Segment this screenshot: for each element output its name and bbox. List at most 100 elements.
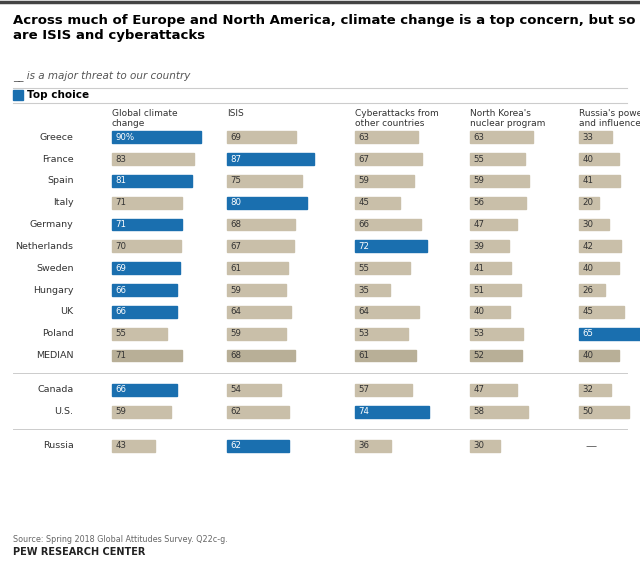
Text: 40: 40 — [582, 351, 593, 360]
Text: 55: 55 — [358, 264, 369, 273]
Text: France: France — [42, 155, 74, 163]
Text: 81: 81 — [115, 176, 126, 185]
FancyBboxPatch shape — [579, 153, 619, 165]
Text: 87: 87 — [230, 155, 241, 163]
FancyBboxPatch shape — [470, 306, 510, 318]
FancyBboxPatch shape — [470, 240, 509, 252]
FancyBboxPatch shape — [227, 132, 296, 143]
FancyBboxPatch shape — [227, 306, 291, 318]
Text: 72: 72 — [358, 242, 369, 251]
Text: 67: 67 — [358, 155, 369, 163]
Text: 30: 30 — [582, 220, 593, 229]
Text: 42: 42 — [582, 242, 593, 251]
FancyBboxPatch shape — [470, 153, 525, 165]
Text: 26: 26 — [582, 286, 593, 294]
FancyBboxPatch shape — [355, 240, 427, 252]
FancyBboxPatch shape — [355, 328, 408, 340]
FancyBboxPatch shape — [579, 284, 605, 296]
Text: 66: 66 — [115, 307, 126, 316]
Text: 43: 43 — [115, 442, 126, 450]
FancyBboxPatch shape — [227, 197, 307, 209]
FancyBboxPatch shape — [227, 240, 294, 252]
Text: 68: 68 — [230, 220, 241, 229]
Text: 59: 59 — [474, 176, 484, 185]
Text: Top choice: Top choice — [27, 90, 89, 100]
FancyBboxPatch shape — [470, 197, 526, 209]
FancyBboxPatch shape — [579, 218, 609, 231]
FancyBboxPatch shape — [470, 175, 529, 187]
FancyBboxPatch shape — [355, 306, 419, 318]
Text: 69: 69 — [115, 264, 126, 273]
FancyBboxPatch shape — [579, 328, 640, 340]
Text: Spain: Spain — [47, 176, 74, 185]
Text: 65: 65 — [582, 329, 593, 338]
Text: Greece: Greece — [40, 133, 74, 142]
FancyBboxPatch shape — [112, 240, 182, 252]
Text: 35: 35 — [358, 286, 369, 294]
FancyBboxPatch shape — [112, 175, 193, 187]
FancyBboxPatch shape — [227, 328, 285, 340]
Text: 32: 32 — [582, 386, 593, 394]
Text: 63: 63 — [474, 133, 484, 142]
Text: 51: 51 — [474, 286, 484, 294]
Text: 45: 45 — [358, 198, 369, 207]
Text: 59: 59 — [230, 286, 241, 294]
Text: 59: 59 — [115, 407, 126, 416]
FancyBboxPatch shape — [227, 284, 285, 296]
FancyBboxPatch shape — [112, 440, 155, 452]
FancyBboxPatch shape — [470, 328, 523, 340]
Text: Sweden: Sweden — [36, 264, 74, 273]
Text: 41: 41 — [582, 176, 593, 185]
FancyBboxPatch shape — [227, 440, 289, 452]
FancyBboxPatch shape — [227, 406, 289, 417]
Text: North Korea's
nuclear program: North Korea's nuclear program — [470, 109, 546, 128]
Text: 90%: 90% — [115, 133, 134, 142]
FancyBboxPatch shape — [355, 175, 413, 187]
FancyBboxPatch shape — [579, 197, 599, 209]
Text: 71: 71 — [115, 198, 126, 207]
Text: Across much of Europe and North America, climate change is a top concern, but so: Across much of Europe and North America,… — [13, 14, 636, 42]
FancyBboxPatch shape — [579, 262, 619, 274]
FancyBboxPatch shape — [470, 406, 528, 417]
Text: 59: 59 — [230, 329, 241, 338]
Text: U.S.: U.S. — [54, 407, 74, 416]
FancyBboxPatch shape — [470, 349, 522, 362]
Text: 66: 66 — [115, 286, 126, 294]
Text: 59: 59 — [358, 176, 369, 185]
Text: 66: 66 — [115, 386, 126, 394]
Text: 50: 50 — [582, 407, 593, 416]
FancyBboxPatch shape — [470, 440, 500, 452]
FancyBboxPatch shape — [13, 90, 23, 100]
Text: Hungary: Hungary — [33, 286, 74, 294]
Text: ISIS: ISIS — [227, 109, 244, 118]
Text: 47: 47 — [474, 386, 484, 394]
FancyBboxPatch shape — [112, 349, 182, 362]
FancyBboxPatch shape — [112, 284, 177, 296]
Text: 66: 66 — [358, 220, 369, 229]
FancyBboxPatch shape — [470, 132, 533, 143]
FancyBboxPatch shape — [227, 262, 288, 274]
Text: 64: 64 — [358, 307, 369, 316]
FancyBboxPatch shape — [355, 349, 416, 362]
Text: —: — — [586, 441, 596, 451]
Text: 83: 83 — [115, 155, 126, 163]
Text: 80: 80 — [230, 198, 241, 207]
Text: 54: 54 — [230, 386, 241, 394]
Text: 40: 40 — [474, 307, 484, 316]
Text: 55: 55 — [474, 155, 484, 163]
Text: 36: 36 — [358, 442, 369, 450]
FancyBboxPatch shape — [112, 384, 177, 396]
FancyBboxPatch shape — [355, 406, 429, 417]
FancyBboxPatch shape — [112, 218, 182, 231]
Text: 63: 63 — [358, 133, 369, 142]
Text: UK: UK — [60, 307, 74, 316]
Text: 56: 56 — [474, 198, 484, 207]
Text: 30: 30 — [474, 442, 484, 450]
Text: 45: 45 — [582, 307, 593, 316]
Text: 68: 68 — [230, 351, 241, 360]
Text: 62: 62 — [230, 407, 241, 416]
FancyBboxPatch shape — [355, 218, 420, 231]
Text: 71: 71 — [115, 351, 126, 360]
Text: Cyberattacks from
other countries: Cyberattacks from other countries — [355, 109, 439, 128]
Text: 40: 40 — [582, 155, 593, 163]
